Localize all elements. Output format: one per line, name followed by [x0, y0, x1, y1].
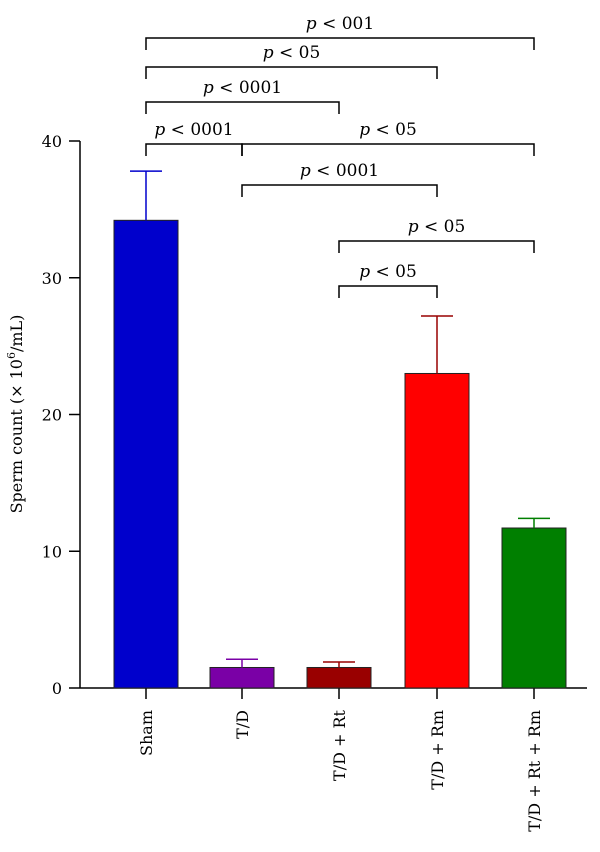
- p-value-label: p < 05: [359, 262, 417, 282]
- p-value-label: p < 0001: [203, 78, 282, 98]
- bars: [113, 219, 567, 689]
- p-threshold: < 05: [274, 43, 321, 63]
- y-tick-label: 0: [52, 679, 62, 698]
- x-tick-label: T/D + Rt: [330, 709, 349, 781]
- x-tick-label: Sham: [137, 710, 156, 756]
- p-value-label: p < 05: [359, 120, 417, 140]
- y-axis: 0 10 20 30 40: [42, 132, 81, 698]
- y-label-part: Sperm count (× 10: [7, 359, 26, 513]
- y-tick-label: 30: [42, 269, 62, 288]
- significance-bracket: [145, 143, 243, 156]
- y-label-part: 6: [5, 352, 18, 359]
- significance-bracket: [145, 37, 535, 50]
- y-label-part: /mL): [7, 315, 26, 352]
- bar-sham: [113, 219, 179, 689]
- p-value-label: p < 05: [408, 217, 466, 237]
- p-symbol: p: [263, 43, 274, 63]
- p-symbol: p: [359, 120, 370, 140]
- significance-bracket: [145, 66, 438, 79]
- bar-t-d-rm: [404, 372, 470, 689]
- p-threshold: < 0001: [165, 120, 233, 140]
- p-symbol: p: [203, 78, 214, 98]
- significance-bracket: [338, 285, 438, 298]
- p-threshold: < 05: [419, 217, 466, 237]
- p-threshold: < 05: [370, 120, 417, 140]
- p-symbol: p: [359, 262, 370, 282]
- p-threshold: < 0001: [311, 161, 379, 181]
- significance-bracket: [338, 240, 535, 253]
- error-bars: [130, 170, 550, 668]
- y-tick-label: 20: [42, 406, 62, 425]
- p-symbol: p: [408, 217, 419, 237]
- x-tick-label: T/D + Rm: [428, 710, 447, 790]
- significance-bracket: [241, 143, 535, 156]
- x-tick-label: T/D + Rt + Rm: [525, 710, 544, 832]
- p-symbol: p: [306, 14, 317, 34]
- p-value-label: p < 0001: [154, 120, 233, 140]
- x-tick-label: T/D: [233, 710, 252, 739]
- significance-bracket: [241, 184, 438, 197]
- bar-t-d-rt-rm: [501, 527, 567, 689]
- significance-bracket: [145, 101, 340, 114]
- p-threshold: < 0001: [214, 78, 282, 98]
- p-symbol: p: [154, 120, 165, 140]
- p-threshold: < 001: [317, 14, 375, 34]
- p-symbol: p: [300, 161, 311, 181]
- y-axis-label: Sperm count (× 106/mL): [5, 315, 26, 514]
- p-value-label: p < 05: [263, 43, 321, 63]
- y-tick-label: 40: [42, 132, 62, 151]
- bar-t-d-rt: [306, 666, 372, 689]
- p-threshold: < 05: [370, 262, 417, 282]
- x-axis: Sham T/D T/D + Rt T/D + Rm T/D + Rt + Rm: [80, 687, 587, 832]
- y-tick-label: 10: [42, 542, 62, 561]
- bar-t-d: [209, 666, 275, 689]
- p-value-label: p < 0001: [300, 161, 379, 181]
- p-value-label: p < 001: [306, 14, 374, 34]
